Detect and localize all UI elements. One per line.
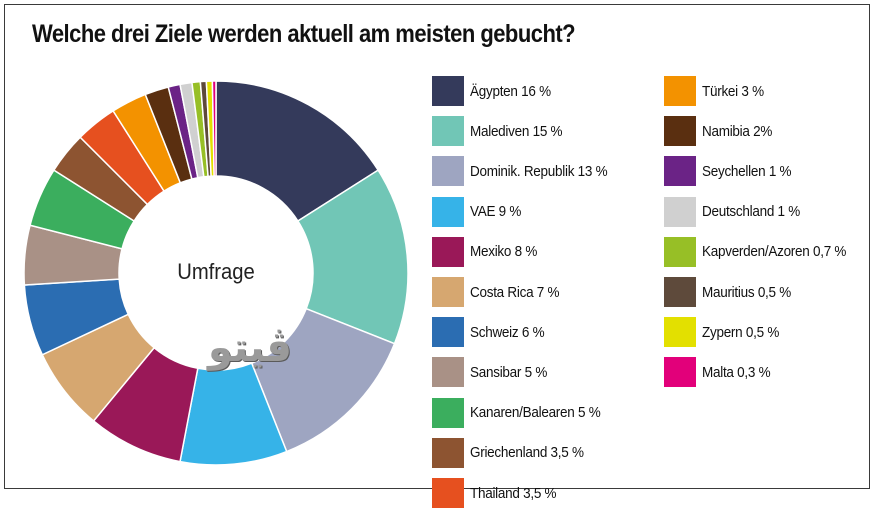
- center-label: Umfrage: [177, 260, 255, 284]
- legend-item-deutschland: Deutschland 1 %: [664, 196, 811, 227]
- legend-swatch: [432, 196, 464, 227]
- legend-label: Ägypten 16 %: [470, 82, 551, 100]
- legend-item-costa-rica: Costa Rica 7 %: [432, 277, 569, 307]
- legend-label: Malta 0,3 %: [702, 363, 771, 381]
- legend-item-thailand: Thailand 3,5 %: [432, 478, 566, 508]
- legend-label: Schweiz 6 %: [470, 323, 545, 341]
- legend-swatch: [432, 357, 464, 388]
- legend-label: Costa Rica 7 %: [470, 283, 560, 301]
- legend-label: Zypern 0,5 %: [702, 323, 780, 341]
- legend-swatch: [432, 397, 464, 428]
- legend-swatch: [664, 277, 696, 307]
- legend-label: VAE 9 %: [470, 203, 522, 221]
- legend-label: Sansibar 5 %: [470, 363, 548, 381]
- legend-item-namibia: Namibia 2%: [664, 116, 780, 147]
- legend-swatch: [432, 437, 464, 468]
- slice-malta: [211, 80, 217, 177]
- legend-swatch: [432, 76, 464, 106]
- legend-item-turkei: Türkei 3 %: [664, 76, 771, 106]
- legend-item-malediven: Malediven 15 %: [432, 116, 573, 147]
- legend-swatch: [664, 236, 696, 267]
- legend-swatch: [664, 156, 696, 187]
- legend-swatch: [432, 277, 464, 307]
- legend-swatch: [664, 76, 696, 106]
- legend-item-seychellen: Seychellen 1 %: [664, 156, 801, 187]
- legend-label: Seychellen 1 %: [702, 162, 792, 180]
- donut-chart: Umfrage: [23, 80, 409, 466]
- legend-swatch: [432, 478, 464, 508]
- legend-label: Malediven 15 %: [470, 122, 563, 140]
- legend-item-mauritius: Mauritius 0,5 %: [664, 277, 801, 307]
- legend-label: Kanaren/Balearen 5 %: [470, 404, 601, 422]
- legend-label: Mexiko 8 %: [470, 243, 538, 261]
- legend-label: Kapverden/Azoren 0,7 %: [702, 243, 847, 261]
- legend-item-schweiz: Schweiz 6 %: [432, 317, 553, 348]
- legend-item-vae: VAE 9 %: [432, 196, 527, 227]
- legend-label: Thailand 3,5 %: [470, 484, 557, 502]
- legend-label: Griechenland 3,5 %: [470, 444, 584, 462]
- legend-swatch: [432, 236, 464, 267]
- watermark-logo: ڤيتو: [208, 325, 292, 371]
- legend-swatch: [664, 317, 696, 348]
- chart-title: Welche drei Ziele werden aktuell am meis…: [32, 20, 576, 48]
- legend-item-malta: Malta 0,3 %: [664, 357, 778, 388]
- legend-swatch: [664, 116, 696, 147]
- legend-item-zypern: Zypern 0,5 %: [664, 317, 788, 348]
- legend-swatch: [432, 317, 464, 348]
- legend-item-kapverden-azoren: Kapverden/Azoren 0,7 %: [664, 236, 862, 267]
- slice-agypten: [215, 80, 380, 223]
- legend-item-mexiko: Mexiko 8 %: [432, 236, 545, 267]
- legend-swatch: [664, 357, 696, 388]
- legend-label: Türkei 3 %: [702, 82, 764, 100]
- legend-item-sansibar: Sansibar 5 %: [432, 357, 556, 388]
- legend-label: Mauritius 0,5 %: [702, 283, 791, 301]
- legend-label: Namibia 2%: [702, 122, 773, 140]
- legend-item-dominik-republik: Dominik. Republik 13 %: [432, 156, 623, 187]
- legend-label: Deutschland 1 %: [702, 203, 801, 221]
- legend-item-agypten: Ägypten 16 %: [432, 76, 560, 106]
- legend-label: Dominik. Republik 13 %: [470, 162, 608, 180]
- legend-swatch: [664, 196, 696, 227]
- legend-swatch: [432, 156, 464, 187]
- legend-swatch: [432, 116, 464, 147]
- legend-item-griechenland: Griechenland 3,5 %: [432, 437, 596, 468]
- legend-item-kanaren-balearen: Kanaren/Balearen 5 %: [432, 397, 615, 428]
